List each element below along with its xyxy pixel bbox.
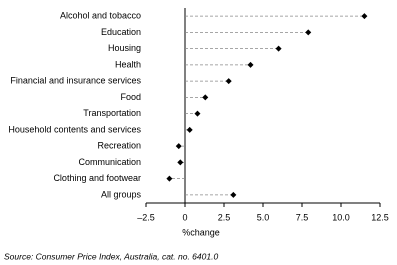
y-tick-label: Household contents and services [8, 124, 141, 134]
y-tick-label: Recreation [97, 141, 141, 151]
y-tick-label: Housing [108, 43, 141, 53]
y-tick-label: Food [120, 92, 141, 102]
dot [275, 45, 282, 52]
dot [230, 191, 237, 198]
x-tick-label: 12.5 [371, 212, 389, 222]
x-tick-label: –2.5 [137, 212, 155, 222]
y-tick-label: Alcohol and tobacco [60, 11, 141, 21]
y-tick-label: Education [101, 27, 141, 37]
y-tick-label: Communication [78, 157, 141, 167]
dot [225, 78, 232, 85]
y-tick-label: Financial and insurance services [10, 76, 141, 86]
x-tick-label: 2.5 [218, 212, 231, 222]
y-tick-label: Clothing and footwear [53, 173, 141, 183]
source-note: Source: Consumer Price Index, Australia,… [4, 251, 218, 261]
x-tick-label: 5.0 [257, 212, 270, 222]
dot [175, 143, 182, 150]
dot [202, 94, 209, 101]
dot [186, 126, 193, 133]
dot [361, 13, 368, 20]
y-tick-label: Health [115, 59, 141, 69]
x-tick-label: 0 [182, 212, 187, 222]
x-axis-label: %change [182, 227, 220, 237]
x-tick-label: 7.5 [296, 212, 309, 222]
dot [166, 175, 173, 182]
y-tick-label: All groups [101, 189, 142, 199]
dot [177, 159, 184, 166]
x-tick-label: 10.0 [332, 212, 350, 222]
dot [247, 61, 254, 68]
y-tick-label: Transportation [83, 108, 141, 118]
dot [305, 29, 312, 36]
dot [194, 110, 201, 117]
